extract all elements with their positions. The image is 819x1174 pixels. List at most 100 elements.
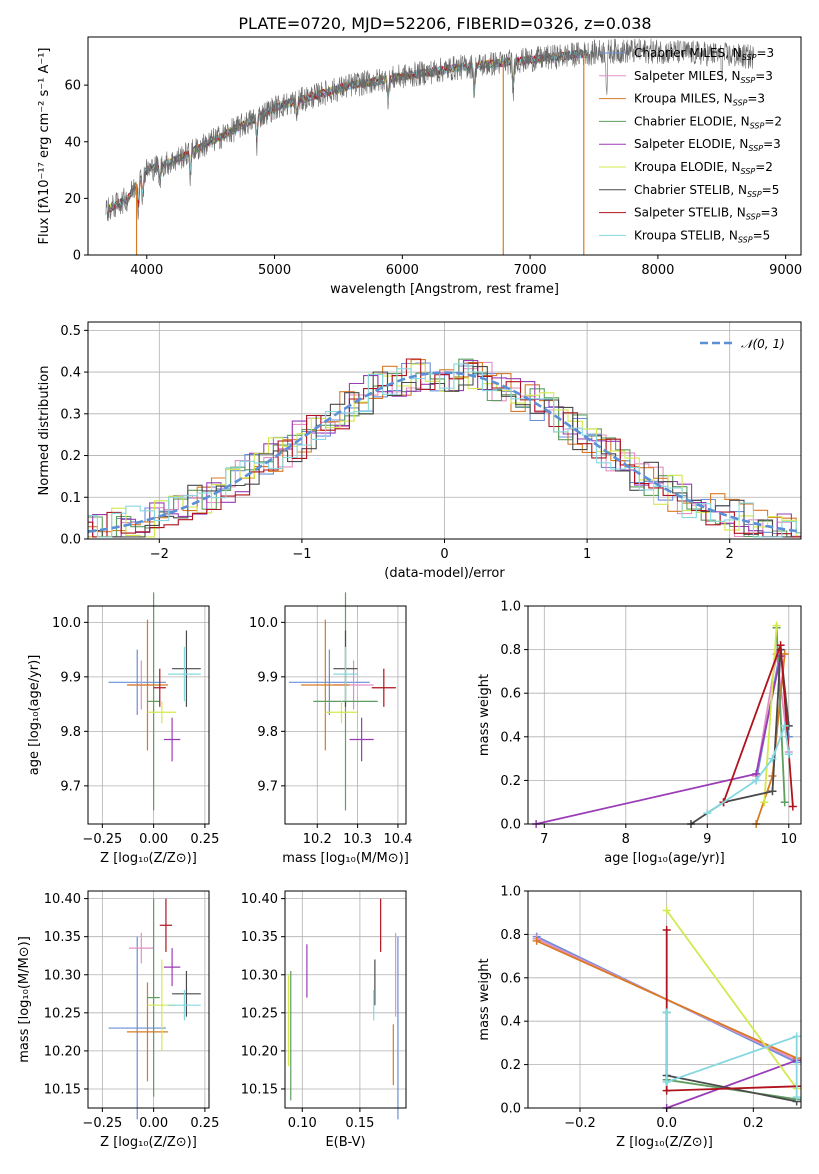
y-tick-label: 9.8 [60,725,81,740]
error-point [167,646,201,702]
histogram-line [88,358,801,538]
weight-series [703,721,793,818]
spectrum-line [108,50,588,214]
y-tick-label: 60 [64,79,81,94]
y-tick-label: 10.35 [241,930,278,945]
y-tick-label: 0.5 [60,324,81,339]
z_mass-axes: −0.25 0.00 0.25 10.15 10.20 10.25 10.30 10.35 10… [17,890,219,1150]
weight-series [662,926,801,1095]
y-tick-label: 10.25 [241,1006,278,1021]
weight-marker [772,621,781,630]
y-tick-label: 10.25 [44,1006,81,1021]
weight-marker [532,936,541,945]
x-tick-label: 9 [703,832,711,847]
error-point [325,701,358,724]
legend-series-name: Kroupa MILES, N [634,92,733,106]
x-axis-label: Z [log₁₀(Z/Z⊙)] [100,1135,197,1150]
y-tick-label: 10.40 [241,892,278,907]
y-tick-label: 10.40 [44,892,81,907]
legend-subscript: SSP [748,144,763,153]
weight-marker [703,809,712,818]
error-point [129,932,154,964]
y-tick-label: 0.2 [500,1058,521,1073]
weight-marker [788,802,797,811]
y-tick-label: 10.35 [44,930,81,945]
ebv_mass-axes: 0.10 0.15 10.15 10.20 10.25 10.30 10.35 10.40 E(… [241,890,407,1150]
legend-label: 𝒩(0, 1) [741,337,785,351]
error-point [333,646,358,702]
y-tick-label: 0.0 [60,533,81,548]
legend-subscript: SSP [746,213,761,222]
y-tick-label: 0.3 [60,407,81,422]
y-tick-label: 0.6 [500,687,521,702]
weight-line [665,909,798,1090]
legend-label: Salpeter STELIB, NSSP=3 [634,206,778,222]
x-tick-label: 2 [726,547,734,562]
weight-marker [662,1008,671,1017]
y-axis-label: age [log₁₀(age/yr)] [27,655,42,776]
y-tick-label: 0.2 [500,774,521,789]
x-tick-label: 0.0 [656,1116,677,1131]
error-point [147,592,160,811]
error-point [126,619,168,751]
y-axis-label: mass [log₁₀(M/M⊙)] [17,936,32,1063]
legend-label: Kroupa MILES, NSSP=3 [634,92,765,108]
x-axis-label: Z [log₁₀(Z/Z⊙)] [616,1135,713,1150]
x-axis-label: E(B-V) [325,1135,365,1150]
legend-label: Salpeter MILES, NSSP=3 [634,69,773,85]
weight-line [763,625,778,803]
legend-series-name: Chabrier MILES, N [634,46,742,60]
legend-series-name: Kroupa ELODIE, N [634,160,741,174]
y-tick-label: 1.0 [500,600,521,615]
legend-suffix: =3 [760,206,778,220]
legend-subscript: SSP [741,76,756,85]
x-axis-label: (data-model)/error [384,566,505,581]
y-tick-label: 9.7 [60,779,81,794]
x-tick-label: 0.25 [190,832,219,847]
axes-frame [87,605,210,825]
x-tick-label: 0.2 [743,1116,764,1131]
x-tick-label: 8000 [641,263,674,278]
spectrum-title: PLATE=0720, MJD=52206, FIBERID=0326, z=0… [238,14,651,33]
legend-label: Salpeter ELODIE, NSSP=3 [634,137,781,153]
histogram-line [88,363,801,538]
error-point [147,898,160,1097]
x-tick-label: 10 [781,832,798,847]
legend-series-name: Salpeter ELODIE, N [634,137,748,151]
error-point [172,970,201,1017]
weight-marker [784,750,793,759]
spectrum-axes: 4000 5000 6000 7000 8000 9000 0 20 40 60 wavelengt… [37,36,802,297]
x-tick-label: 7000 [514,263,547,278]
y-tick-label: 9.7 [257,779,278,794]
weight-marker [792,1032,801,1041]
legend-suffix: =3 [747,92,765,106]
legend-subscript: SSP [733,99,748,108]
y-tick-label: 0 [73,249,81,264]
y-tick-label: 0.0 [500,1102,521,1117]
weight-marker [780,798,789,807]
age_weight-axes: 7 8 9 10 0.0 0.2 0.4 0.6 0.8 1.0 age [log₁₀(age/yr… [477,600,802,866]
legend-label: Kroupa ELODIE, NSSP=2 [634,160,773,176]
histogram-line [88,360,801,538]
legend-series-name: Salpeter STELIB, N [634,206,746,220]
y-tick-label: 10.0 [249,616,278,631]
legend-suffix: =2 [755,160,773,174]
axes-frame [284,890,407,1109]
legend-subscript: SSP [738,235,753,244]
error-point [289,649,370,715]
x-tick-label: 0.00 [139,1116,168,1131]
x-tick-label: 0.15 [345,1116,374,1131]
x-tick-label: −1 [292,547,311,562]
spectrum-line [108,50,587,214]
axes-frame [284,605,407,825]
z_weight-axes: −0.2 0.0 0.2 0.0 0.2 0.4 0.6 0.8 1.0 Z [log₁₀(Z/Z… [477,885,802,1150]
x-axis-label: mass [log₁₀(M/M⊙)] [282,851,409,866]
y-tick-label: 10.0 [52,616,81,631]
x-tick-label: 0.25 [190,1116,219,1131]
x-tick-label: 1 [583,547,591,562]
y-tick-label: 0.0 [500,818,521,833]
plots-group: 4000 5000 6000 7000 8000 90000204060wavelengt… [17,36,802,1150]
y-axis-label: mass weight [477,674,492,756]
legend-series-name: Salpeter MILES, N [634,69,741,83]
